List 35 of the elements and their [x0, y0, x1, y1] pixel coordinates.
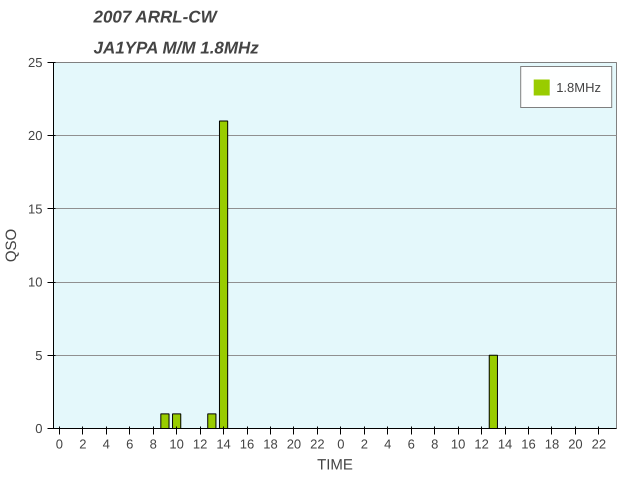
x-tick-label: 14	[498, 436, 512, 452]
x-tick-label: 2	[79, 436, 86, 452]
y-axis-title: QSO	[3, 228, 20, 262]
x-tick-label: 12	[474, 436, 489, 452]
y-tick-label: 10	[28, 274, 43, 290]
x-tick-label: 18	[544, 436, 560, 452]
x-tick-label: 10	[450, 436, 466, 452]
x-tick-label: 6	[126, 436, 134, 452]
x-tick-label: 14	[216, 436, 231, 452]
x-tick-label: 4	[384, 436, 392, 452]
chart-title: 2007 ARRL-CW	[92, 8, 219, 26]
x-tick-label: 22	[310, 436, 325, 452]
x-tick-label: 2	[360, 436, 368, 452]
x-tick-label: 0	[56, 436, 63, 452]
x-tick-label: 0	[337, 436, 344, 452]
y-tick-label: 20	[28, 128, 43, 144]
x-tick-label: 10	[169, 436, 184, 452]
x-tick-label: 4	[102, 436, 110, 452]
x-tick-label: 20	[286, 436, 302, 452]
x-tick-label: 22	[592, 436, 606, 452]
x-tick-label: 8	[150, 436, 157, 452]
x-tick-label: 12	[192, 436, 208, 452]
y-tick-label: 0	[35, 421, 43, 436]
x-tick-label: 6	[408, 436, 415, 452]
x-axis-title: TIME	[317, 456, 353, 474]
x-tick-label: 16	[240, 436, 254, 452]
legend-label: 1.8MHz	[556, 80, 601, 94]
x-tick-label: 8	[431, 436, 438, 452]
x-tick-label: 18	[263, 436, 278, 452]
x-tick-label: 16	[521, 436, 536, 452]
x-tick-label: 20	[568, 436, 583, 452]
y-tick-label: 5	[35, 348, 43, 363]
y-tick-label: 25	[28, 55, 43, 70]
chart-subtitle: JA1YPA M/M 1.8MHz	[94, 38, 260, 58]
y-tick-label: 15	[28, 201, 43, 216]
